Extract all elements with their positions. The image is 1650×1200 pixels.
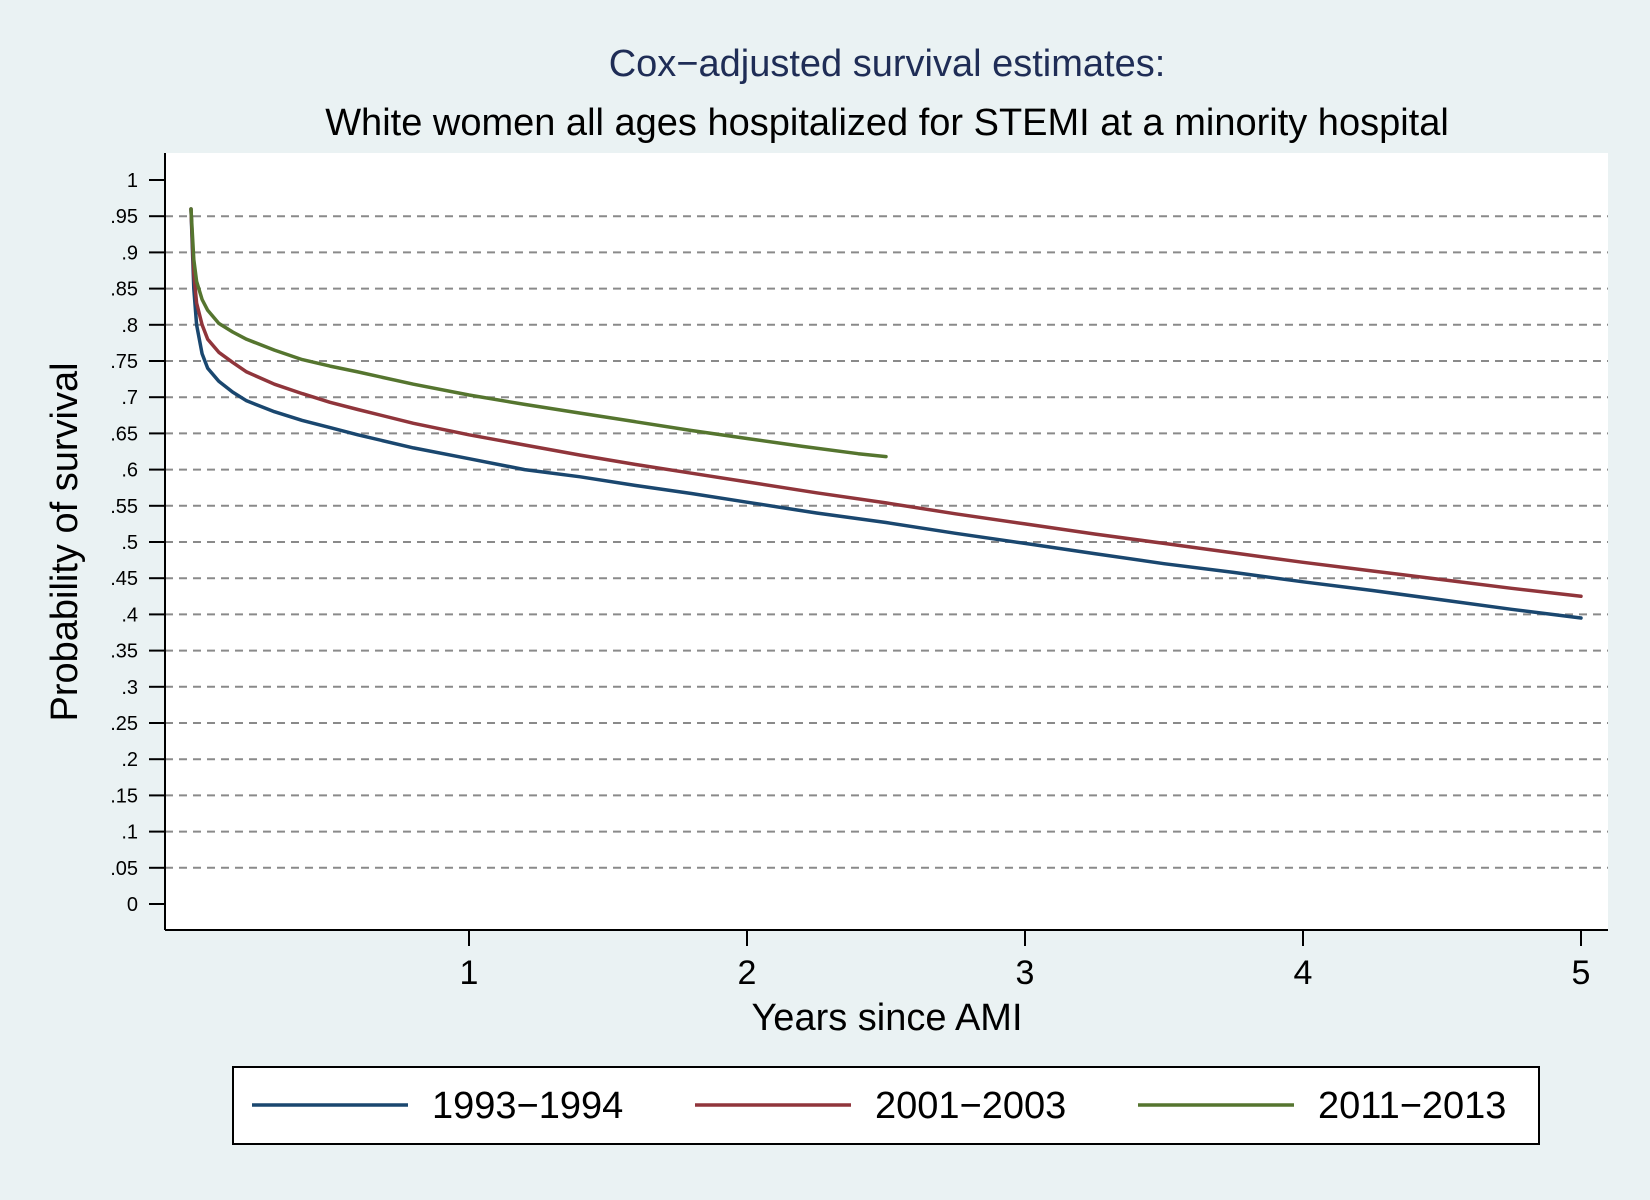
y-tick-label: 1 [127, 170, 138, 192]
y-tick-label: .45 [110, 568, 138, 590]
y-tick-label: .4 [121, 604, 138, 626]
y-tick-label: .05 [110, 858, 138, 880]
legend-label: 1993−1994 [432, 1085, 623, 1127]
x-tick-label: 3 [1016, 954, 1035, 992]
x-tick-label: 5 [1572, 954, 1591, 992]
series-line-1993−1994 [189, 207, 1583, 620]
x-ticks: 1 2 3 4 5 [460, 930, 1591, 992]
y-tick-label: .5 [121, 532, 138, 554]
y-tick-label: .7 [121, 387, 138, 409]
y-tick-label: .8 [121, 315, 138, 337]
legend-box [232, 1066, 1540, 1145]
y-tick-label: .65 [110, 423, 138, 445]
y-tick-label: .95 [110, 206, 138, 228]
y-tick-label: .6 [121, 460, 138, 482]
y-tick-label: .9 [121, 242, 138, 264]
legend-label: 2011−2013 [1318, 1085, 1506, 1127]
chart-title: Cox−adjusted survival estimates: [609, 43, 1166, 85]
x-tick-label: 1 [460, 954, 479, 992]
legend: 1993−1994 2001−2003 2011−2013 [252, 1085, 1506, 1127]
series-line-2011−2013 [189, 207, 888, 459]
y-tick-label: .2 [121, 749, 138, 771]
legend-label: 2001−2003 [875, 1085, 1066, 1127]
y-tick-label: .75 [110, 351, 138, 373]
y-tick-label: .15 [110, 785, 138, 807]
y-axis-label: Probability of survival [44, 362, 86, 721]
x-tick-label: 4 [1294, 954, 1313, 992]
y-ticks: 0 .05 .1 .15 .2 .25 .3 .35 .4 .45 .5 .55 .6 .65 .7 .75.… [110, 170, 165, 916]
gridlines [165, 215, 1608, 869]
y-tick-label: .85 [110, 279, 138, 301]
y-tick-label: .3 [121, 677, 138, 699]
y-tick-label: .35 [110, 641, 138, 663]
x-axis-label: Years since AMI [751, 997, 1022, 1039]
y-tick-label: 0 [127, 894, 138, 916]
y-tick-label: .1 [121, 822, 138, 844]
series-line-2001−2003 [189, 207, 1583, 599]
chart-subtitle: White women all ages hospitalized for ST… [325, 102, 1449, 144]
series-lines [189, 207, 1583, 620]
y-tick-label: .55 [110, 496, 138, 518]
x-tick-label: 2 [738, 954, 757, 992]
y-tick-label: .25 [110, 713, 138, 735]
